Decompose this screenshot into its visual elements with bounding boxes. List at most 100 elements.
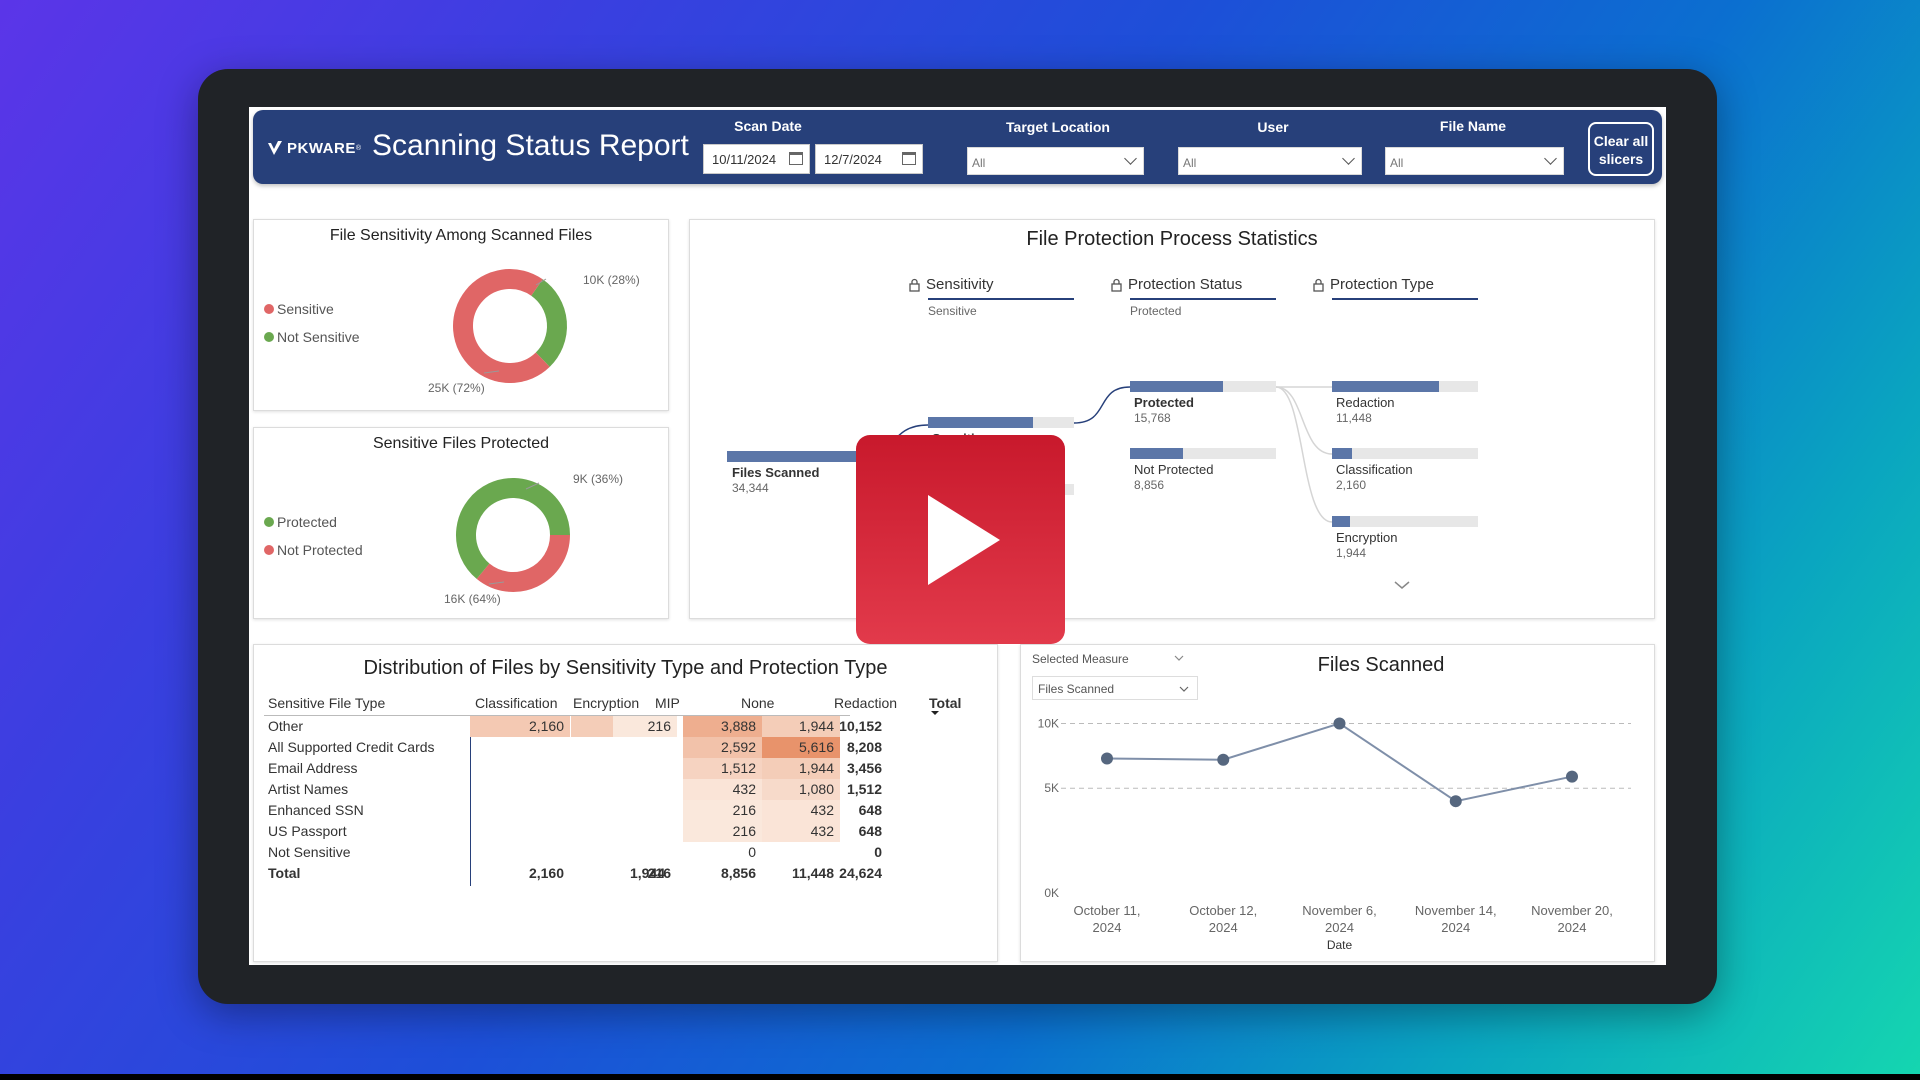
matrix-header-total[interactable]: Total [929,695,962,711]
matrix-cell: 0 [874,844,882,860]
chevron-down-icon[interactable] [1393,579,1411,591]
matrix-cell: 3,888 [683,716,762,737]
tree-node-fill [1332,381,1439,392]
data-point[interactable] [1566,770,1578,783]
matrix-header-redaction[interactable]: Redaction [834,695,898,711]
tree-node-sensitive[interactable] [928,417,1074,428]
matrix-cell: 0 [748,844,756,860]
card-title: Files Scanned [1317,654,1445,676]
matrix-cell: 1,512 [683,758,762,779]
matrix-header-classification[interactable]: Classification [475,695,558,711]
data-point[interactable] [1333,717,1346,730]
matrix-cell: 432 [683,779,762,800]
distribution-matrix-card: Distribution of Files by Sensitivity Typ… [253,644,998,962]
matrix-row-label[interactable]: All Supported Credit Cards [268,739,435,755]
pkware-logo-icon [268,141,282,155]
tree-node-encryption[interactable] [1332,516,1478,527]
tree-node-label: Encryption [1336,530,1398,545]
lock-icon [1111,278,1122,292]
x-tick-label: October 12, 2024 [1189,903,1257,935]
user-value: All [1183,156,1197,170]
matrix-row-label[interactable]: Artist Names [268,781,349,797]
card-title: File Protection Process Statistics [1026,228,1318,250]
chevron-down-icon [1124,152,1137,165]
user-dropdown[interactable]: All [1178,147,1362,175]
matrix-row-label[interactable]: Enhanced SSN [268,802,364,818]
donut-annotation-bottom: 25K (72%) [428,381,485,395]
matrix-cell [613,779,677,800]
tree-node-redaction[interactable] [1332,381,1478,392]
series-line [1106,722,1573,803]
tree-node-files-scanned[interactable] [727,451,868,462]
donut-slice-protected[interactable] [456,478,570,579]
tree-node-fill [1332,516,1350,527]
card-title: File Sensitivity Among Scanned Files [329,227,593,244]
matrix-row-label[interactable]: Email Address [268,760,358,776]
tree-level-underline [928,298,1074,300]
tree-node-not-protected[interactable] [1130,448,1276,459]
x-tick-label: November 20, 2024 [1531,903,1613,935]
file-name-label: File Name [1439,118,1507,134]
matrix-header-row-label: Sensitive File Type [268,695,386,711]
matrix-header-divider [264,715,850,716]
calendar-icon[interactable] [902,152,916,165]
scan-date-end-value: 12/7/2024 [824,152,882,167]
donut-annotation-top: 10K (28%) [583,273,640,287]
donut-slice-not-protected[interactable] [476,534,570,592]
tree-node-protected[interactable] [1130,381,1276,392]
legend-item-sensitive: Sensitive [264,301,334,317]
matrix-cell [613,737,677,758]
tree-node-value: 34,344 [732,481,769,495]
chevron-down-icon [1179,686,1189,692]
selected-measure-text: Selected Measure [1032,652,1129,666]
legend-label: Sensitive [277,301,334,317]
target-location-label: Target Location [1006,119,1110,135]
file-name-dropdown[interactable]: All [1385,147,1564,175]
scan-date-end-input[interactable]: 12/7/2024 [815,144,923,174]
legend-item-not-protected: Not Protected [264,542,363,558]
x-tick-label: November 14, 2024 [1415,903,1497,935]
files-scanned-card: Selected Measure Files Scanned Files Sca… [1020,644,1655,962]
matrix-total-row-label[interactable]: Total [268,865,301,881]
matrix-cell: 3,456 [846,760,882,776]
measure-dropdown[interactable]: Files Scanned [1032,676,1198,700]
clear-all-slicers-button[interactable]: Clear all slicers [1588,122,1654,176]
sensitivity-donut [453,269,567,383]
donut-slice-not-sensitive[interactable] [530,279,567,367]
matrix-cell [470,800,570,821]
tree-level-label: Protection Status [1128,276,1243,293]
matrix-row-label[interactable]: US Passport [268,823,347,839]
matrix-cell [613,758,677,779]
matrix-cell [470,842,570,863]
scan-date-start-value: 10/11/2024 [712,152,777,167]
matrix-row-label[interactable]: Other [268,718,304,734]
data-point[interactable] [1449,795,1462,808]
matrix-header-none[interactable]: None [741,695,775,711]
tree-node-classification[interactable] [1332,448,1478,459]
tree-level-protection-type[interactable]: Protection Type [1313,276,1434,293]
tree-level-underline [1332,298,1478,300]
data-point[interactable] [1101,752,1113,765]
video-play-button[interactable] [856,435,1065,644]
legend-label: Not Protected [277,542,363,558]
tree-level-underline [1130,298,1276,300]
tree-level-protection-status[interactable]: Protection Status [1111,276,1242,293]
target-location-dropdown[interactable]: All [967,147,1144,175]
calendar-icon[interactable] [789,152,803,165]
logo-registered-mark: ® [355,144,362,152]
donut-slice-sensitive[interactable] [453,269,550,383]
tree-node-label: Protected [1134,395,1194,410]
matrix-cell: 10,152 [839,718,882,734]
y-tick-label: 0K [1044,886,1059,900]
data-point[interactable] [1217,753,1230,766]
tree-node-fill [1130,448,1183,459]
user-label: User [1257,119,1289,135]
scan-date-start-input[interactable]: 10/11/2024 [703,144,810,174]
tree-level-sensitivity[interactable]: Sensitivity [909,276,994,293]
matrix-header-mip[interactable]: MIP [655,695,680,711]
matrix-row-label[interactable]: Not Sensitive [268,844,351,860]
clear-button-line2: slicers [1598,151,1644,167]
tree-node-fill [928,417,1034,428]
tree-node-fill [727,451,868,462]
matrix-header-encryption[interactable]: Encryption [573,695,640,711]
